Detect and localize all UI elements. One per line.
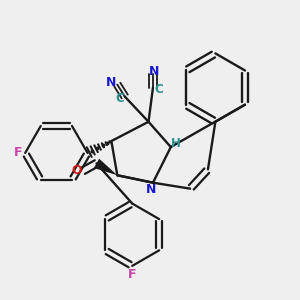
Text: N: N: [146, 183, 157, 196]
Polygon shape: [94, 159, 117, 175]
Text: H: H: [171, 137, 181, 150]
Text: N: N: [149, 65, 160, 78]
Text: O: O: [71, 164, 82, 177]
Text: C: C: [154, 82, 163, 96]
Text: F: F: [128, 268, 136, 281]
Text: C: C: [115, 92, 124, 105]
Text: N: N: [106, 76, 116, 89]
Text: F: F: [14, 146, 22, 160]
